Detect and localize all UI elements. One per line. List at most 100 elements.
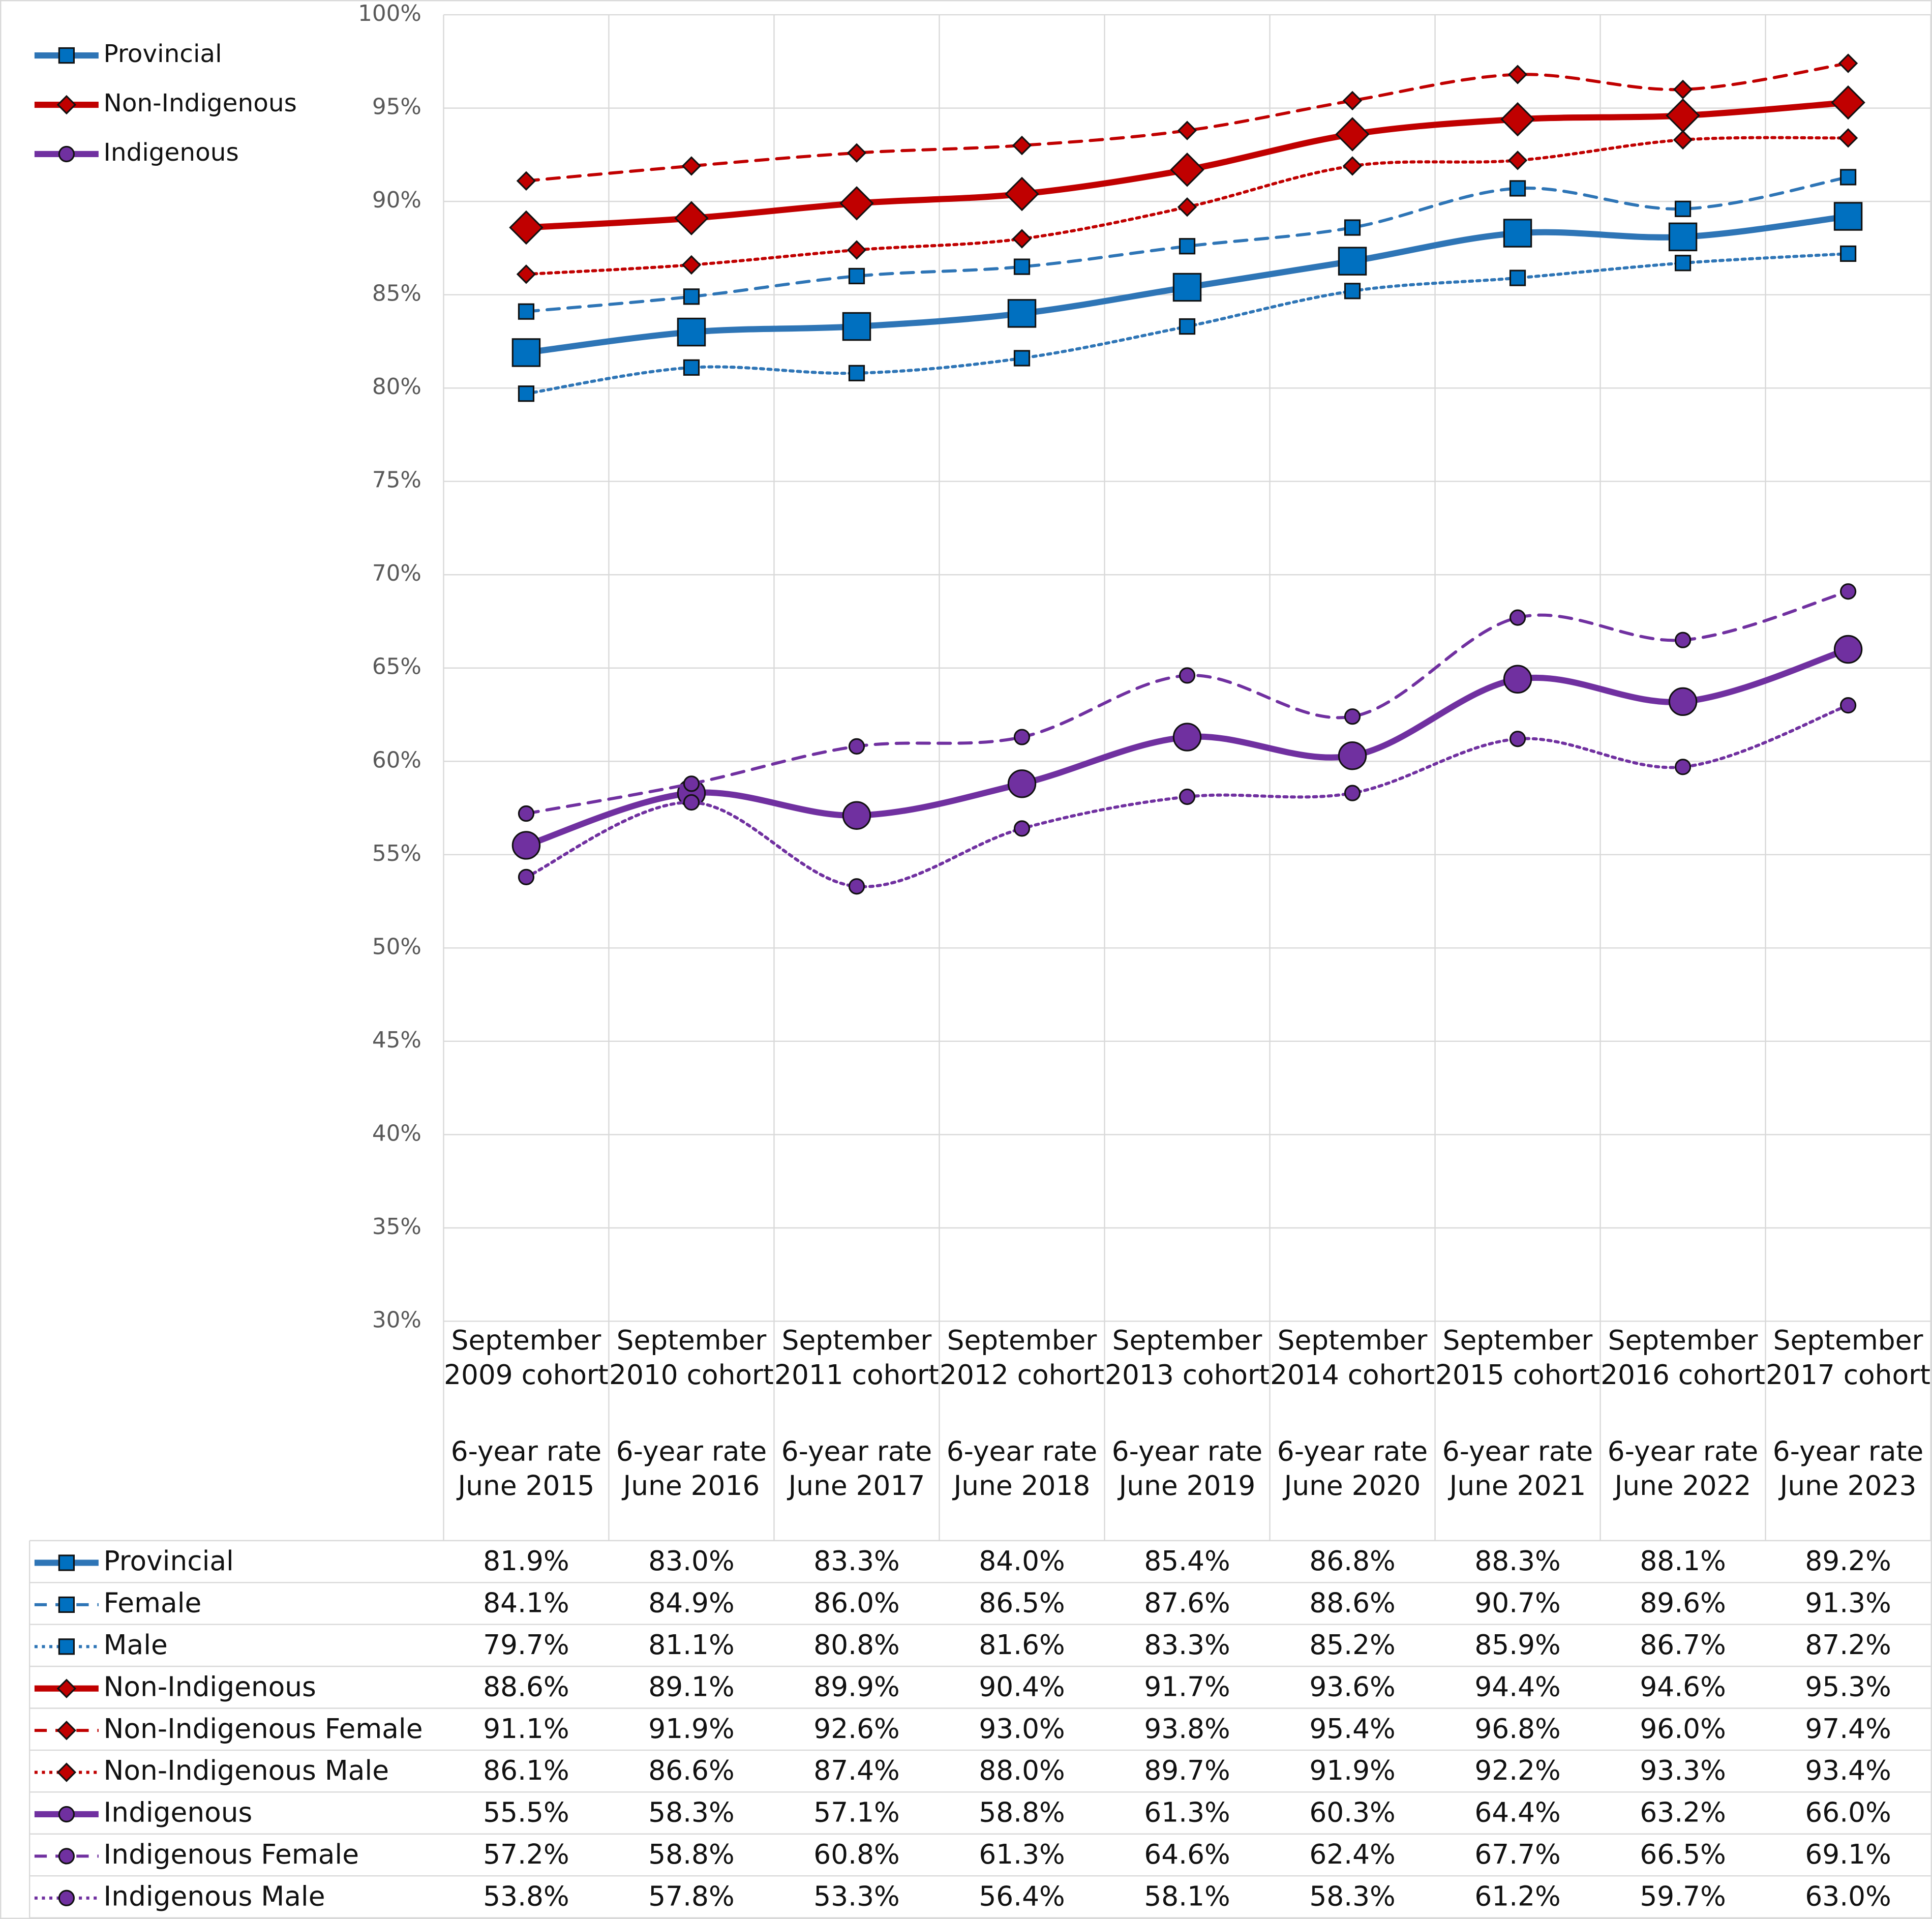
table-cell: 86.8% [1309,1545,1395,1577]
marker [1177,197,1197,217]
table-cell: 66.0% [1805,1797,1891,1828]
table-cell: 87.6% [1144,1587,1230,1619]
table-cell: 94.4% [1474,1671,1560,1702]
table-cell: 81.6% [979,1629,1065,1661]
table-row-label: Indigenous [104,1797,253,1828]
table-cell: 58.1% [1144,1880,1230,1912]
y-tick-label: 60% [372,747,421,773]
table-cell: 63.2% [1640,1797,1726,1828]
marker [842,312,871,341]
y-tick-label: 35% [372,1214,421,1240]
x-tick-label: September 2009 cohort [444,1326,609,1392]
table-cell: 64.4% [1474,1797,1560,1828]
table-cell: 90.7% [1474,1587,1560,1619]
marker [1344,219,1361,236]
table-cell: 59.7% [1640,1880,1726,1912]
table-cell: 89.2% [1805,1545,1891,1577]
marker [1839,697,1857,714]
marker [1507,65,1528,84]
x-tick-label: September 2017 cohort [1766,1326,1930,1392]
table-cell: 84.9% [648,1587,734,1619]
table-cell: 61.3% [979,1839,1065,1870]
x-tick-label-box: September 2015 cohort [1435,1326,1600,1391]
marker [1838,128,1858,148]
marker [683,794,700,811]
marker [1674,759,1692,775]
table-cell: 89.6% [1640,1587,1726,1619]
marker [1179,318,1196,335]
y-tick-label: 80% [372,374,421,400]
x-tick-label: 6-year rate June 2021 [1442,1437,1593,1503]
x-tick-label-box: September 2014 cohort [1270,1326,1435,1391]
table-cell: 85.2% [1309,1629,1395,1661]
table-cell: 86.1% [483,1755,569,1786]
marker [56,95,77,115]
marker [674,201,709,235]
marker [58,1848,75,1865]
marker [1674,200,1692,217]
marker [1335,117,1370,152]
x-tick-label: 6-year rate June 2015 [450,1437,602,1503]
table-cell: 53.8% [483,1880,569,1912]
x-tick-label: September 2010 cohort [609,1326,774,1392]
marker [1344,785,1361,801]
table-cell: 92.2% [1474,1755,1560,1786]
table-cell: 88.1% [1640,1545,1726,1577]
marker [1503,219,1532,248]
marker [1013,258,1031,275]
x-tick-label: September 2012 cohort [940,1326,1104,1392]
marker [518,385,535,402]
x-tick-label: 6-year rate June 2017 [781,1437,932,1503]
x-tick-label-box: 6-year rate June 2019 [1112,1437,1262,1502]
table-row-label: Indigenous Male [104,1880,325,1912]
table-row-label: Non-Indigenous [104,1671,316,1702]
table-cell: 61.2% [1474,1880,1560,1912]
marker [1342,156,1363,176]
x-tick-label: September 2013 cohort [1105,1326,1270,1392]
x-tick-label: September 2016 cohort [1601,1326,1765,1392]
marker [1342,91,1363,111]
table-cell: 62.4% [1309,1839,1395,1870]
marker [683,288,700,305]
marker [1674,632,1692,648]
marker [1509,269,1526,286]
table-cell: 55.5% [483,1797,569,1828]
table-cell: 97.4% [1805,1713,1891,1745]
table-cell: 93.0% [979,1713,1065,1745]
x-tick-label-box: 6-year rate June 2015 [450,1437,602,1503]
table-cell: 63.0% [1805,1880,1891,1912]
marker [1013,820,1031,837]
marker [1833,635,1863,664]
x-tick-label: 6-year rate June 2022 [1607,1437,1759,1503]
marker [1673,79,1693,100]
x-tick-label-box: September 2016 cohort [1601,1326,1765,1392]
table-cell: 93.6% [1309,1671,1395,1702]
x-tick-label-box: September 2009 cohort [444,1326,609,1392]
marker [1838,53,1858,73]
x-tick-label-box: September 2010 cohort [609,1326,774,1392]
marker [842,801,871,830]
marker [1338,247,1367,276]
marker [1839,245,1857,262]
table-cell: 83.3% [813,1545,899,1577]
marker [1179,667,1196,684]
marker [847,143,867,163]
marker [848,267,865,285]
table-cell: 58.3% [1309,1880,1395,1912]
table-row-label: Female [104,1587,202,1619]
table-cell: 60.8% [813,1839,899,1870]
table-cell: 61.3% [1144,1797,1230,1828]
table-cell: 86.0% [813,1587,899,1619]
y-tick-label: 30% [372,1307,421,1333]
marker [677,317,706,347]
marker [1839,169,1857,186]
marker [58,1638,75,1655]
x-tick-label-box: September 2011 cohort [774,1326,939,1391]
marker [1179,788,1196,805]
marker [511,338,541,367]
marker [56,1762,77,1782]
marker [1831,85,1865,120]
table-cell: 88.3% [1474,1545,1560,1577]
marker [1668,222,1698,252]
